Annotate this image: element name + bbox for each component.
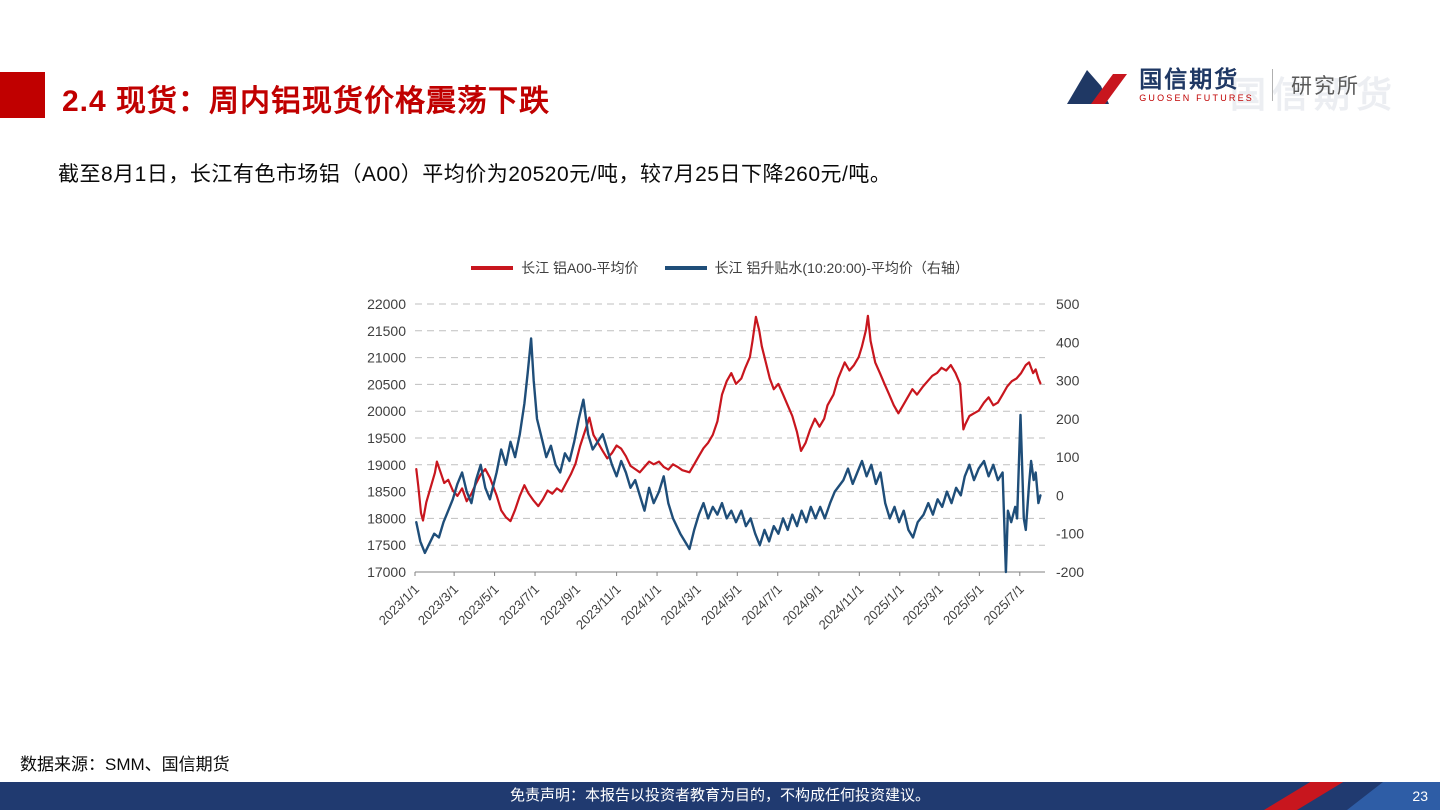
svg-text:20000: 20000 (367, 403, 406, 419)
svg-text:19500: 19500 (367, 430, 406, 446)
svg-text:17000: 17000 (367, 564, 406, 580)
guosen-futures-logo: 国信期货 GUOSEN FUTURES 研究所 (1065, 62, 1360, 108)
svg-text:-200: -200 (1056, 564, 1084, 580)
svg-text:20500: 20500 (367, 376, 406, 392)
division-label: 研究所 (1291, 75, 1360, 98)
legend-item-a00-price: 长江 铝A00-平均价 (471, 258, 639, 278)
svg-text:-100: -100 (1056, 526, 1084, 542)
footer-decoration: 23 (1230, 782, 1440, 810)
svg-text:500: 500 (1056, 296, 1080, 312)
svg-text:2023/11/1: 2023/11/1 (573, 582, 624, 633)
svg-text:2023/7/1: 2023/7/1 (496, 582, 542, 628)
legend-red-line-swatch (471, 266, 514, 270)
chart-area: 长江 铝A00-平均价 长江 铝升贴水(10:20:00)-平均价（右轴） 22… (340, 256, 1100, 676)
svg-text:2023/1/1: 2023/1/1 (376, 582, 422, 628)
guosen-logo-mark-icon (1067, 70, 1128, 104)
svg-text:2024/5/1: 2024/5/1 (698, 582, 744, 628)
svg-text:19000: 19000 (367, 457, 406, 473)
svg-text:400: 400 (1056, 334, 1080, 350)
legend-label: 长江 铝A00-平均价 (521, 260, 639, 276)
svg-text:2025/7/1: 2025/7/1 (981, 582, 1027, 628)
svg-text:2025/1/1: 2025/1/1 (860, 582, 906, 628)
data-source-note: 数据来源：SMM、国信期货 (20, 755, 230, 774)
svg-text:2023/3/1: 2023/3/1 (415, 582, 461, 628)
logo-divider (1272, 69, 1273, 101)
svg-text:2024/11/1: 2024/11/1 (816, 582, 867, 633)
svg-text:17500: 17500 (367, 537, 406, 553)
svg-text:21500: 21500 (367, 323, 406, 339)
svg-text:0: 0 (1056, 487, 1064, 503)
svg-text:18000: 18000 (367, 510, 406, 526)
brand-name-cn: 国信期货 (1139, 65, 1240, 92)
svg-text:300: 300 (1056, 373, 1080, 389)
aluminum-price-premium-line-chart: 22000 21500 21000 20500 20000 19500 19000 18500… (367, 296, 1084, 633)
footer-bar: 免责声明：本报告以投资者教育为目的，不构成任何投资建议。 23 (0, 782, 1440, 810)
svg-text:21000: 21000 (367, 350, 406, 366)
svg-text:18500: 18500 (367, 484, 406, 500)
svg-text:2025/5/1: 2025/5/1 (940, 582, 986, 628)
svg-text:22000: 22000 (367, 296, 406, 312)
title-accent-square (0, 72, 45, 118)
svg-text:2025/3/1: 2025/3/1 (900, 582, 946, 628)
chart-legend: 长江 铝A00-平均价 长江 铝升贴水(10:20:00)-平均价（右轴） (340, 256, 1100, 280)
svg-text:2024/1/1: 2024/1/1 (618, 582, 664, 628)
brand-watermark: 国信期货 (1229, 74, 1398, 115)
page-number: 23 (1412, 788, 1428, 804)
summary-text: 截至8月1日，长江有色市场铝（A00）平均价为20520元/吨，较7月25日下降… (58, 163, 892, 186)
svg-text:2024/3/1: 2024/3/1 (658, 582, 704, 628)
legend-blue-line-swatch (664, 266, 707, 270)
footer-disclaimer: 免责声明：本报告以投资者教育为目的，不构成任何投资建议。 (509, 787, 930, 804)
page-title: 2.4 现货：周内铝现货价格震荡下跌 (62, 85, 551, 118)
svg-text:2024/7/1: 2024/7/1 (738, 582, 784, 628)
svg-text:100: 100 (1056, 449, 1080, 465)
brand-name-en: GUOSEN FUTURES (1139, 92, 1254, 103)
logo-text: 国信期货 GUOSEN FUTURES (1139, 67, 1254, 104)
svg-text:2023/5/1: 2023/5/1 (455, 582, 501, 628)
legend-label: 长江 铝升贴水(10:20:00)-平均价（右轴） (714, 260, 969, 276)
svg-text:200: 200 (1056, 411, 1080, 427)
legend-item-premium-discount: 长江 铝升贴水(10:20:00)-平均价（右轴） (664, 258, 969, 278)
series-line-1 (415, 337, 1042, 574)
series-line-0 (415, 314, 1042, 523)
